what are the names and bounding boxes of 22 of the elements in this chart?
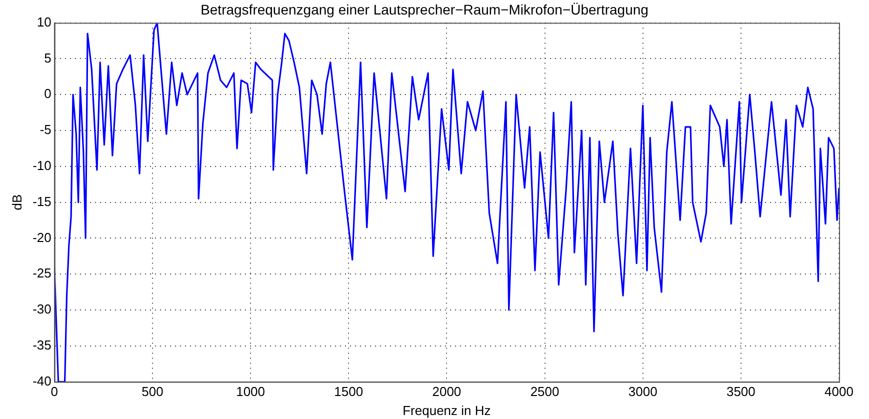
x-tick-label: 4000 [824,384,854,400]
y-tick-label: -35 [32,337,52,352]
y-tick-label: 10 [36,14,52,30]
x-tick-label: 3500 [726,384,756,400]
y-tick-label: -20 [32,230,52,245]
y-axis-title: dB [9,194,24,210]
y-tick-label: -40 [32,373,52,388]
x-tick-label: 2000 [432,384,462,400]
x-tick-label: 2500 [530,384,560,400]
y-tick-label: -30 [32,302,52,317]
x-tick-label: 3000 [628,384,658,400]
y-tick-label: -15 [32,194,52,209]
y-tick-label: -25 [32,266,52,281]
y-tick-label: -10 [32,158,52,173]
y-tick-label: -5 [40,122,52,138]
chart-title: Betragsfrequenzgang einer Lautsprecher−Raum−Mikrofon−Übertragung [200,1,648,18]
x-tick-label: 1500 [334,384,364,400]
x-tick-label: 1000 [236,384,266,400]
y-tick-label: 5 [44,50,52,66]
x-tick-label: 500 [142,384,164,400]
y-tick-label: 0 [44,86,52,102]
x-axis-title: Frequenz in Hz [402,402,491,418]
